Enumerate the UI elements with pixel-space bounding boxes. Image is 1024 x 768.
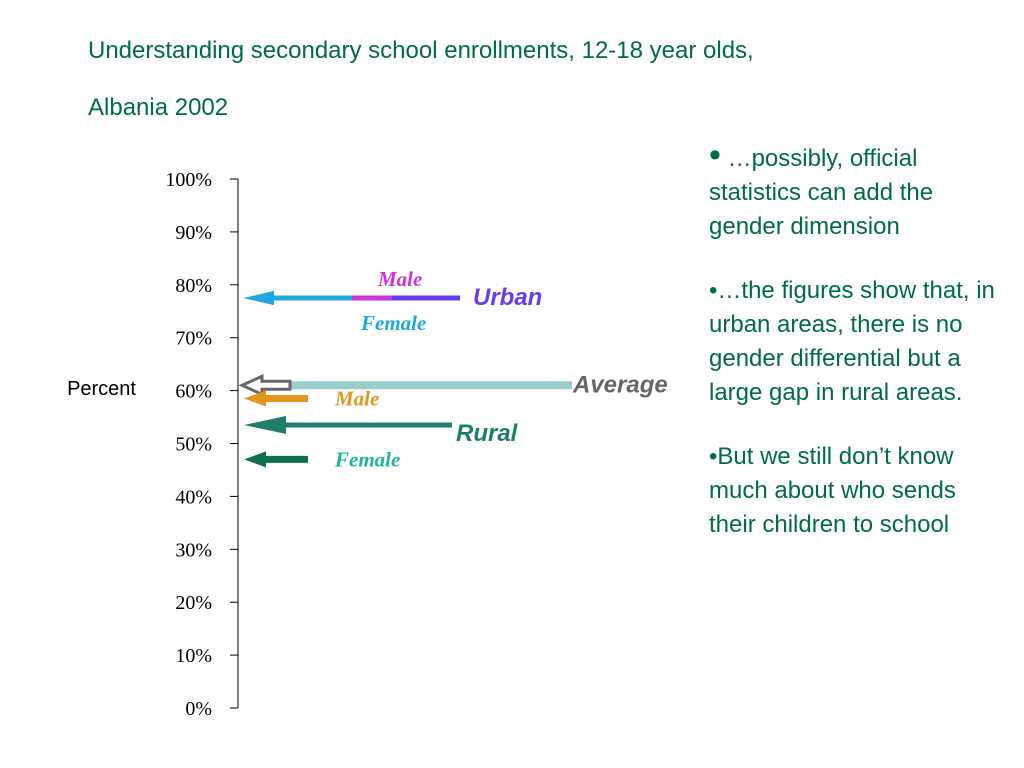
rural-male-arrow-head bbox=[244, 390, 266, 407]
urban-female-label: Female bbox=[360, 311, 426, 335]
y-tick-label: 80% bbox=[175, 275, 212, 297]
slide-title-line-1: Understanding secondary school enrollmen… bbox=[88, 37, 754, 64]
commentary-bullets: • …possibly, official statistics can add… bbox=[709, 138, 999, 572]
y-tick-label: 30% bbox=[175, 539, 212, 561]
y-tick-label: 90% bbox=[175, 222, 212, 244]
y-tick-label: 70% bbox=[175, 328, 212, 350]
y-tick-label: 50% bbox=[175, 434, 212, 456]
bullet-who-sends-children: •But we still don’t know much about who … bbox=[709, 440, 999, 542]
enrollment-chart: 0% 10% 20% 30% 40% 50% 60% 70% 80% 90% 100% Percent… bbox=[67, 169, 668, 720]
bullet-text: …the figures show that, in urban areas, … bbox=[709, 277, 995, 406]
slide-title-line-2: Albania 2002 bbox=[88, 94, 229, 121]
y-tick-label: 40% bbox=[175, 486, 212, 508]
bullet-marker: • bbox=[709, 443, 718, 470]
rural-arrow-head bbox=[244, 415, 286, 434]
bullet-text: …possibly, official statistics can add t… bbox=[709, 145, 934, 240]
average-label: Average bbox=[572, 371, 668, 398]
slide-title: Understanding secondary school enrollmen… bbox=[88, 22, 968, 136]
bullet-marker: • bbox=[709, 136, 721, 174]
y-axis-label: Percent bbox=[67, 378, 136, 400]
urban-male-label: Male bbox=[377, 267, 422, 291]
y-tick-label: 100% bbox=[165, 169, 212, 191]
y-tick-label: 10% bbox=[175, 645, 212, 667]
rural-female-label: Female bbox=[334, 447, 400, 471]
y-tick-label: 60% bbox=[175, 381, 212, 403]
rural-male-label: Male bbox=[334, 387, 379, 411]
bullet-text: But we still don’t know much about who s… bbox=[709, 443, 956, 538]
y-tick-label: 20% bbox=[175, 592, 212, 614]
y-tick-label: 0% bbox=[185, 698, 212, 720]
bullet-gender-dimension: • …possibly, official statistics can add… bbox=[709, 138, 999, 244]
rural-label: Rural bbox=[456, 420, 519, 447]
bullet-urban-rural-gap: •…the figures show that, in urban areas,… bbox=[709, 274, 999, 410]
urban-female-arrow-head bbox=[244, 291, 274, 306]
bullet-marker: • bbox=[709, 277, 718, 304]
rural-female-arrow-head bbox=[244, 451, 266, 468]
urban-label: Urban bbox=[473, 284, 542, 311]
